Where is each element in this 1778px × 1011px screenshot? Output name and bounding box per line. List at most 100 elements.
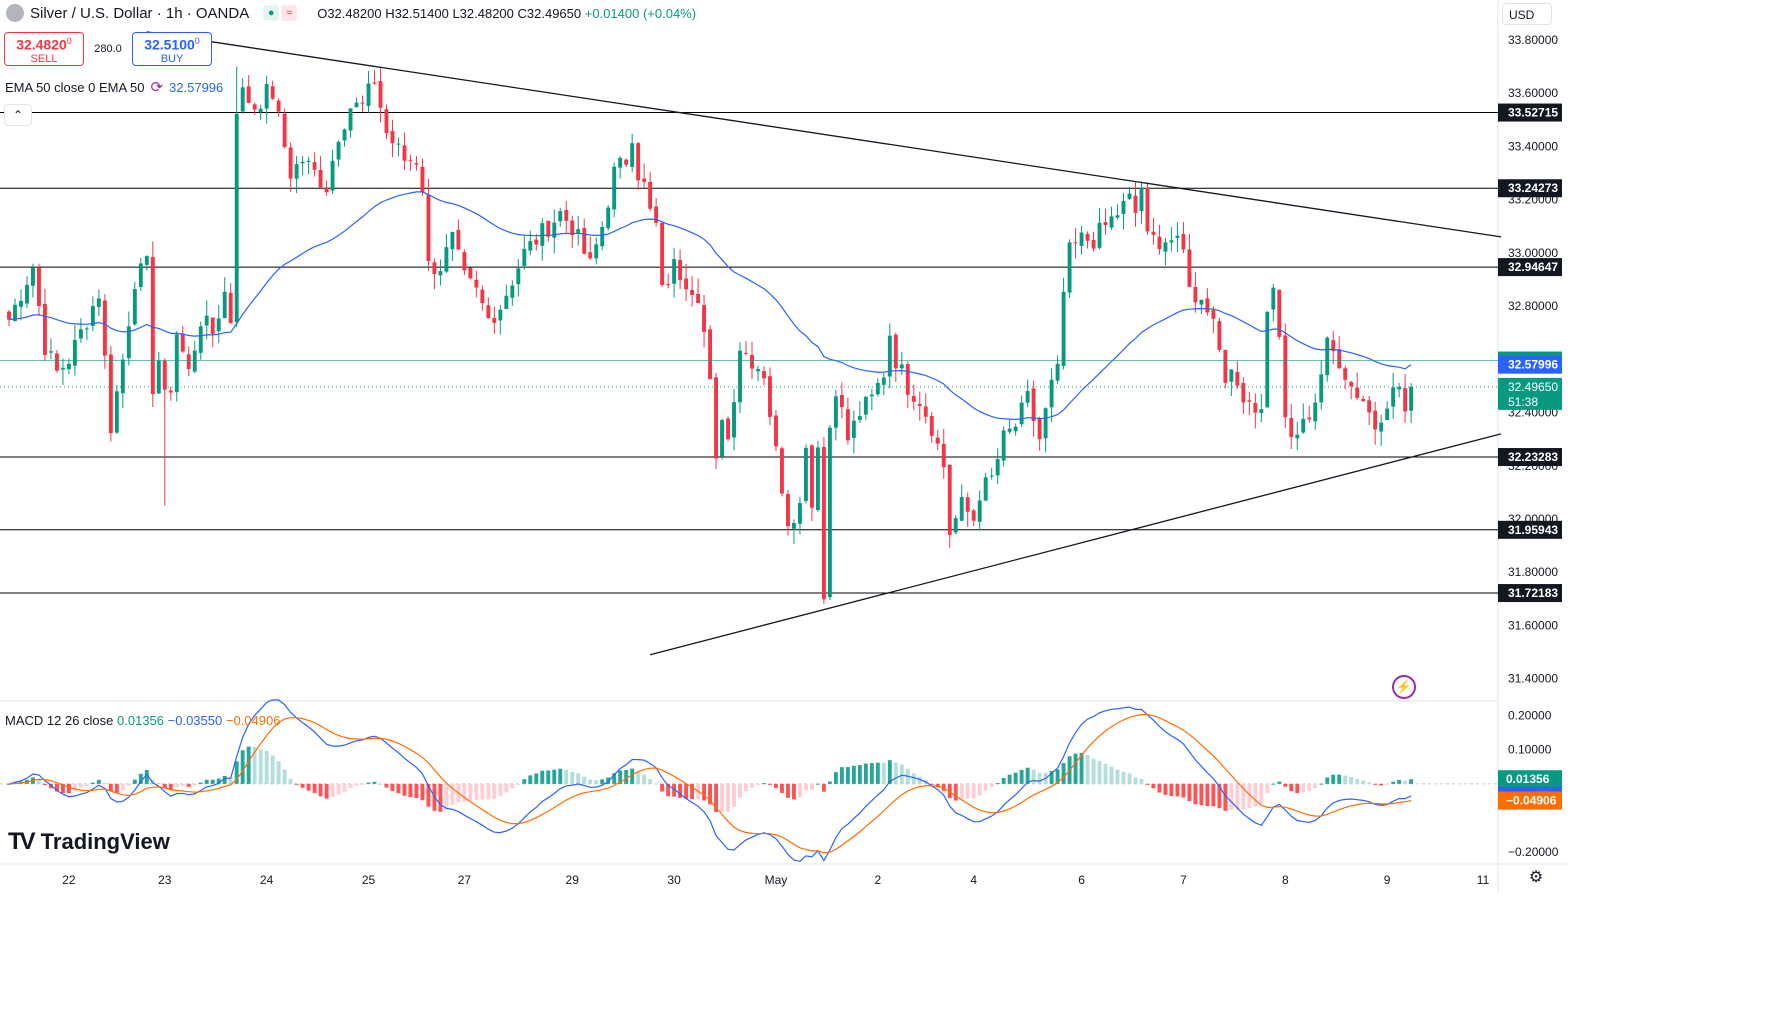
candle-body: [108, 354, 113, 434]
macd-hist-bar: [78, 783, 83, 789]
macd-hist-bar: [1187, 783, 1192, 802]
candle-body: [1373, 410, 1378, 430]
macd-hist-bar: [66, 783, 71, 794]
macd-hist-bar: [917, 776, 922, 784]
macd-hist-bar: [1115, 769, 1120, 784]
macd-hist-bar: [108, 783, 113, 792]
macd-hist-bar: [762, 783, 766, 785]
time-tick-label: 2: [874, 873, 881, 887]
candle-body: [31, 267, 35, 286]
sell-price: 32.4820: [16, 36, 67, 53]
candle-body: [150, 256, 155, 395]
macd-hist-bar: [324, 783, 329, 799]
macd-hist-bar: [1073, 753, 1078, 784]
macd-hist-bar: [192, 783, 197, 786]
level-price-label: 31.72183: [1508, 586, 1558, 600]
candle-body: [983, 477, 988, 501]
macd-hist-bar: [390, 783, 395, 791]
macd-hist-bar: [965, 783, 970, 799]
macd-hist-bar: [1349, 777, 1354, 784]
macd-hist-bar: [756, 783, 760, 785]
candle-body: [1127, 193, 1132, 199]
refresh-icon[interactable]: ⟳: [150, 79, 164, 96]
chart-canvas[interactable]: 33.8000033.6000033.4000033.2000033.00000…: [0, 0, 1568, 892]
macd-hist-bar: [558, 768, 563, 784]
symbol-title[interactable]: Silver / U.S. Dollar · 1h · OANDA: [30, 4, 250, 22]
macd-hist-bar: [809, 783, 814, 790]
candle-body: [324, 187, 329, 193]
candle-body: [702, 305, 707, 332]
ema-legend[interactable]: EMA 50 close 0 EMA 50 ⟳ 32.57996: [5, 78, 223, 96]
macd-hist-bar: [1229, 783, 1234, 811]
candle-body: [210, 317, 215, 334]
macd-legend[interactable]: MACD 12 26 close 0.01356 −0.03550 −0.049…: [5, 713, 280, 728]
macd-hist-bar: [1409, 779, 1414, 784]
macd-hist-bar: [750, 783, 754, 788]
macd-hist-bar: [384, 783, 389, 788]
time-tick-label: 24: [260, 873, 274, 887]
macd-hist-bar: [234, 761, 239, 784]
candle-body: [420, 166, 425, 192]
candle-body: [696, 293, 701, 303]
macd-hist-bar: [863, 763, 868, 784]
macd-hist-bar: [1109, 766, 1114, 784]
current-price-label: 32.49650: [1508, 380, 1558, 394]
candle-body: [558, 211, 563, 222]
candle-body: [959, 497, 964, 521]
candle-body: [1367, 400, 1372, 413]
market-status[interactable]: ● ≈: [263, 5, 298, 21]
macd-hist-bar: [372, 781, 377, 784]
ohlc-open: O32.48200: [317, 5, 382, 21]
macd-hist-bar: [37, 779, 41, 784]
candle-body: [1013, 426, 1018, 432]
price-tick-label: 31.80000: [1508, 565, 1558, 579]
tradingview-logo[interactable]: TV TradingView: [8, 828, 170, 856]
time-tick-label: 9: [1384, 873, 1391, 887]
candle-body: [1103, 222, 1108, 226]
macd-signal-value: −0.04906: [225, 713, 281, 728]
gear-icon[interactable]: ⚙: [1528, 869, 1544, 886]
macd-hist-bar: [989, 783, 994, 788]
macd-hist-bar: [294, 783, 299, 785]
candle-body: [1229, 369, 1234, 382]
currency-selector[interactable]: USD: [1502, 3, 1552, 25]
macd-hist-bar: [366, 782, 371, 784]
candle-body: [941, 443, 946, 468]
macd-hist-bar: [1091, 758, 1096, 784]
macd-hist-bar: [216, 778, 221, 784]
macd-hist-bar: [564, 769, 569, 784]
sell-button[interactable]: 32.48200 SELL: [4, 32, 84, 66]
macd-hist-bar: [90, 782, 95, 784]
macd-hist-bar: [516, 783, 521, 785]
buy-button[interactable]: 32.51000 BUY: [132, 32, 212, 66]
macd-hist-bar: [1337, 774, 1342, 784]
macd-hist-bar: [851, 765, 856, 784]
candle-body: [917, 403, 922, 406]
macd-hist-bar: [642, 774, 647, 784]
candle-body: [1181, 234, 1186, 250]
macd-hist-bar: [60, 783, 65, 794]
lightning-icon[interactable]: ⚡: [1392, 675, 1416, 699]
collapse-legend-button[interactable]: ⌃: [4, 104, 32, 126]
candle-body: [1355, 387, 1360, 398]
macd-hist-bar: [660, 783, 665, 792]
chevron-up-icon: ⌃: [12, 108, 24, 122]
candle-body: [845, 409, 850, 441]
price-tick-label: 33.40000: [1508, 139, 1558, 153]
macd-hist-bar: [252, 746, 257, 784]
macd-hist-bar: [570, 771, 575, 784]
candle-body: [1235, 371, 1240, 386]
candle-body: [839, 394, 844, 408]
candle-body: [1169, 240, 1174, 243]
macd-hist-bar: [1403, 780, 1408, 784]
macd-tick-label: 0.20000: [1508, 709, 1552, 723]
macd-hist-bar: [780, 783, 784, 793]
macd-hist-bar: [1055, 769, 1060, 784]
macd-hist-bar: [995, 783, 1000, 785]
candle-body: [270, 86, 275, 99]
candle-body: [204, 315, 209, 326]
sell-label: SELL: [30, 52, 58, 65]
candle-body: [654, 206, 659, 223]
level-price-label: 32.23283: [1508, 450, 1558, 464]
macd-hist-bar: [1097, 760, 1102, 784]
